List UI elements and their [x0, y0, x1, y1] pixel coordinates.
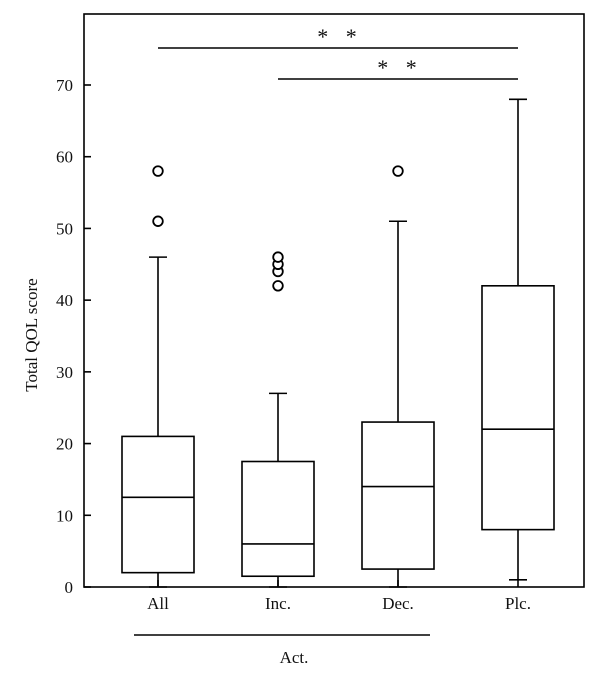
outlier-point: [272, 280, 284, 292]
box-3: [361, 165, 435, 588]
outlier-point: [272, 251, 284, 263]
y-tick-label: 20: [56, 435, 73, 454]
box-iqr: [481, 284, 555, 531]
y-tick-label: 60: [56, 148, 73, 167]
significance-label: * *: [317, 24, 363, 49]
group-label: Act.: [280, 648, 309, 667]
outlier-point: [152, 165, 164, 177]
group-bracket: Act.: [134, 634, 430, 667]
x-tick-label: Dec.: [382, 594, 414, 613]
outlier-point: [152, 215, 164, 227]
box-iqr: [241, 460, 315, 578]
y-tick-label: 40: [56, 291, 73, 310]
box-2: [241, 251, 315, 588]
y-tick-label: 30: [56, 363, 73, 382]
box-iqr: [121, 435, 195, 574]
significance-label: * *: [377, 55, 423, 80]
x-axis: All Inc. Dec. Plc.: [147, 580, 531, 613]
x-tick-label: Plc.: [505, 594, 531, 613]
boxes-layer: [121, 98, 555, 588]
y-axis-title: Total QOL score: [22, 278, 41, 391]
box-4: [481, 98, 555, 581]
y-tick-label: 70: [56, 76, 73, 95]
significance-layer: * * * *: [158, 24, 518, 80]
y-axis: 0 10 20 30 40 50 60 70: [56, 76, 91, 597]
outlier-point: [392, 165, 404, 177]
box-iqr: [361, 421, 435, 570]
y-tick-label: 10: [56, 506, 73, 525]
box-1: [121, 165, 195, 588]
y-tick-label: 0: [65, 578, 74, 597]
x-tick-label: All: [147, 594, 169, 613]
y-tick-label: 50: [56, 219, 73, 238]
x-tick-label: Inc.: [265, 594, 291, 613]
